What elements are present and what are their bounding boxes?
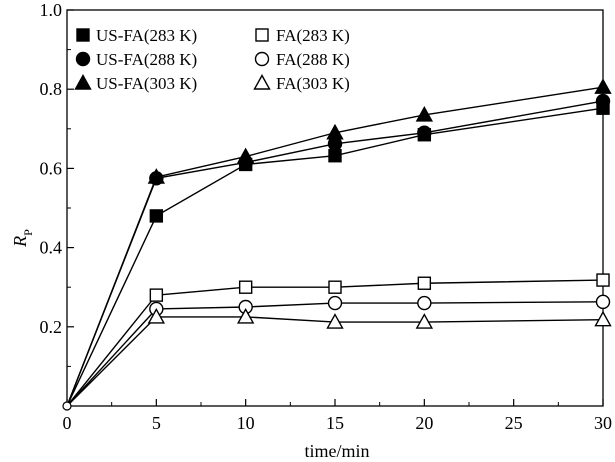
legend-marker <box>255 28 269 42</box>
series-group <box>62 78 612 411</box>
legend: US-FA(283 K) FA(283 K) US-FA(288 K) FA(288 … <box>74 26 350 93</box>
x-tick-label: 25 <box>505 413 523 433</box>
legend-label: US-FA(303 K) <box>96 74 197 93</box>
series-fa-303-k <box>66 316 604 407</box>
y-axis-title: RP <box>10 229 35 248</box>
series-fa-288-k <box>66 301 604 407</box>
series-fa-283-k-markers <box>149 273 610 302</box>
series-line <box>66 107 604 407</box>
series-us-fa-303-k-markers <box>147 78 612 184</box>
data-point <box>149 288 164 302</box>
data-point <box>326 123 344 140</box>
origin-point <box>62 401 72 411</box>
x-tick-label: 5 <box>152 413 161 433</box>
y-tick-label: 1.0 <box>40 0 63 20</box>
y-tick-label: 0.6 <box>40 158 63 178</box>
legend-marker <box>253 74 271 90</box>
y-axis-title-main: R <box>10 236 30 248</box>
data-point <box>147 168 166 184</box>
legend-label: FA(288 K) <box>276 50 350 69</box>
series-line <box>66 316 604 407</box>
data-point <box>327 295 343 311</box>
series-line <box>66 301 604 407</box>
data-point <box>595 93 611 109</box>
x-tick-label: 15 <box>326 413 344 433</box>
series-fa-303-k-markers <box>147 307 612 329</box>
y-tick-label: 0.2 <box>40 317 63 337</box>
series-line <box>66 86 604 407</box>
legend-label: FA(283 K) <box>276 26 350 45</box>
series-us-fa-288-k-markers <box>149 93 611 186</box>
data-point <box>595 294 611 310</box>
x-tick-label: 10 <box>237 413 255 433</box>
data-point <box>596 273 610 287</box>
data-point <box>236 147 255 164</box>
series-fa-288-k-markers <box>149 294 611 317</box>
series-fa-283-k <box>66 279 604 407</box>
series-us-fa-283-k <box>66 107 604 407</box>
data-point <box>238 280 253 294</box>
data-point <box>328 149 342 163</box>
data-point <box>147 307 166 324</box>
data-point <box>417 125 432 140</box>
data-point <box>417 295 432 311</box>
y-axis-title-subscript: P <box>21 229 35 236</box>
data-point <box>415 313 434 329</box>
legend-marker <box>75 51 91 67</box>
data-point <box>594 78 612 94</box>
legend-label: US-FA(288 K) <box>96 50 197 69</box>
x-tick-label: 30 <box>594 413 612 433</box>
x-tick-label: 0 <box>63 413 72 433</box>
plot-frame <box>66 9 604 407</box>
data-point <box>149 209 164 223</box>
legend-marker <box>254 51 270 67</box>
data-point <box>328 280 342 294</box>
data-point <box>415 105 434 122</box>
series-line <box>66 279 604 407</box>
x-tick-label: 20 <box>415 413 433 433</box>
data-point <box>326 313 344 329</box>
legend-label: FA(303 K) <box>276 74 350 93</box>
data-point <box>417 276 432 290</box>
legend-label: US-FA(283 K) <box>96 26 197 45</box>
series-us-fa-303-k <box>66 86 604 407</box>
y-tick-label: 0.4 <box>40 238 63 258</box>
axes: 0 5 10 15 20 25 30 0.2 0.4 0.6 0.8 1.0 <box>40 0 613 433</box>
x-axis-title: time/min <box>305 441 370 461</box>
legend-marker <box>74 74 92 90</box>
data-point <box>236 307 255 324</box>
data-point <box>594 310 612 327</box>
y-tick-label: 0.8 <box>40 79 63 99</box>
legend-marker <box>76 28 90 42</box>
